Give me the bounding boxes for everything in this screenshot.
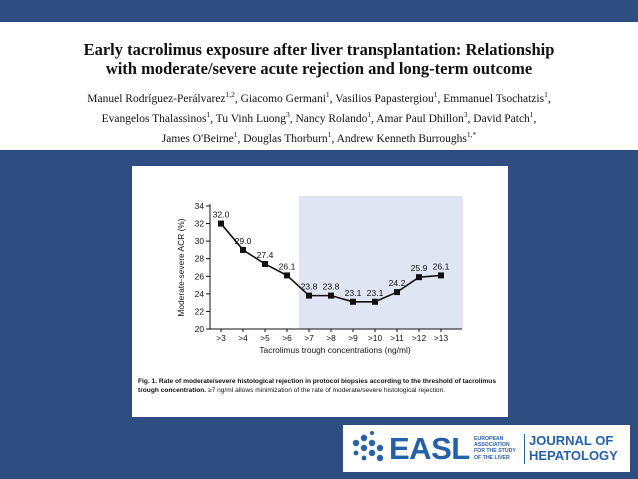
data-point [284, 272, 290, 279]
data-label: 29.0 [235, 236, 252, 246]
author-name: Evangelos Thalassinos [101, 112, 207, 125]
data-point [218, 220, 224, 227]
association-line: EUROPEAN [474, 436, 504, 442]
data-point [262, 260, 268, 267]
author-name: James O'Beirne [161, 132, 234, 145]
data-label: 27.4 [257, 250, 274, 260]
caption-bold-text: Rate of moderate/severe histological rej… [138, 378, 496, 395]
y-tick-label: 26 [195, 271, 205, 281]
y-tick-label: 30 [195, 236, 205, 246]
author-affiliation: 1 [529, 109, 534, 119]
author-affiliation: 1 [233, 129, 238, 139]
easl-wordmark: EASL [389, 431, 470, 466]
data-label: 24.2 [389, 278, 406, 288]
y-tick-label: 24 [195, 289, 205, 299]
author-name: Vasilios Papastergiou [335, 92, 434, 105]
author-affiliation: 3 [286, 109, 290, 119]
y-tick-label: 34 [195, 201, 205, 211]
y-tick-label: 22 [195, 306, 205, 316]
y-tick-label: 20 [195, 324, 205, 334]
data-label: 23.1 [345, 288, 362, 298]
x-tick-label: >9 [348, 333, 358, 343]
data-point [350, 298, 356, 305]
association-line: OF THE LIVER [474, 454, 510, 461]
author-affiliation: 1 [433, 90, 438, 99]
x-tick-label: >7 [304, 333, 314, 343]
author-affiliation: 1 [367, 109, 372, 119]
data-point [372, 298, 378, 305]
title-line-2: with moderate/severe acute rejection and… [105, 59, 533, 78]
x-tick-label: >5 [260, 333, 270, 343]
figure-panel: 20 22 24 26 28 30 32 34 >3 >4 >5 >6 >7 >8 >9 >10 >11 >12 >… [132, 166, 508, 417]
y-axis-label: Moderate-severe ACR (%) [176, 218, 186, 316]
easl-molecule-icon [352, 431, 384, 462]
figure-caption: Fig. 1. Rate of moderate/severe histolog… [138, 377, 504, 396]
shaded-region [299, 196, 463, 329]
data-point [394, 289, 400, 296]
data-label: 25.9 [411, 263, 428, 273]
author-name: Amar Paul Dhillon [376, 112, 464, 125]
x-tick-label: >3 [216, 333, 226, 343]
data-point [416, 274, 422, 281]
journal-logo: EASL EUROPEAN ASSOCIATION FOR THE STUDY … [343, 425, 630, 472]
journal-name-line-2: HEPATOLOGY [529, 448, 618, 463]
paper-title: Early tacrolimus exposure after liver tr… [14, 40, 624, 78]
author-name: Andrew Kenneth Burroughs [336, 132, 467, 145]
logo-divider [524, 434, 525, 464]
author-name: Emmanuel Tsochatzis [443, 92, 545, 105]
author-affiliation: 1 [325, 90, 330, 99]
x-tick-label: >6 [282, 333, 292, 343]
author-name: David Patch [473, 112, 530, 125]
data-point [328, 292, 334, 299]
y-tick-label: 32 [195, 219, 205, 229]
author-affiliation: 1 [206, 109, 211, 119]
association-line: ASSOCIATION [474, 442, 510, 449]
author-name: Douglas Thorburn [243, 132, 328, 145]
author-name: Nancy Rolando [295, 112, 368, 125]
caption-threshold: ≥7 ng/ml [207, 387, 234, 395]
data-point [306, 292, 312, 299]
data-label: 32.0 [213, 210, 230, 220]
author-affiliation: 1,2 [225, 90, 235, 99]
data-point [438, 272, 444, 279]
top-blue-band [0, 0, 638, 22]
caption-label: Fig. 1. [138, 378, 158, 385]
x-tick-label: >10 [368, 333, 383, 343]
data-point [240, 246, 246, 253]
author-name: Tu Vinh Luong [215, 112, 286, 125]
author-list: Manuel Rodríguez-Perálvarez1,2, Giacomo … [87, 90, 551, 145]
journal-name-line-1: JOURNAL OF [529, 433, 614, 448]
author-affiliation: 1,* [466, 129, 477, 139]
caption-plain-text: allows minimization of the rate of moder… [235, 387, 446, 395]
author-name: Manuel Rodríguez-Perálvarez [87, 92, 226, 105]
y-tick-label: 28 [195, 254, 205, 264]
x-tick-label: >13 [434, 333, 449, 343]
association-line: FOR THE STUDY [474, 448, 516, 455]
author-affiliation: 3 [463, 109, 468, 119]
data-label: 26.1 [279, 261, 296, 271]
data-label: 23.8 [301, 282, 318, 292]
x-tick-label: >8 [326, 333, 336, 343]
title-line-1: Early tacrolimus exposure after liver tr… [83, 40, 555, 59]
line-chart: 20 22 24 26 28 30 32 34 >3 >4 >5 >6 >7 >8 >9 >10 >11 >12 >… [176, 196, 463, 355]
data-label: 23.1 [367, 288, 384, 298]
journal-name: JOURNAL OF HEPATOLOGY [529, 433, 618, 463]
data-label: 26.1 [433, 261, 450, 271]
author-affiliation: 1 [327, 129, 332, 139]
author-affiliation: 1 [544, 90, 548, 99]
data-label: 23.8 [323, 282, 340, 292]
x-tick-label: >4 [238, 333, 248, 343]
author-name: Giacomo Germani [240, 92, 326, 105]
x-axis-label: Tacrolimus trough concentrations (ng/ml) [259, 345, 410, 355]
x-tick-label: >11 [390, 333, 404, 343]
association-name: EUROPEAN ASSOCIATION FOR THE STUDY OF TH… [474, 436, 524, 461]
x-tick-label: >12 [412, 333, 427, 343]
